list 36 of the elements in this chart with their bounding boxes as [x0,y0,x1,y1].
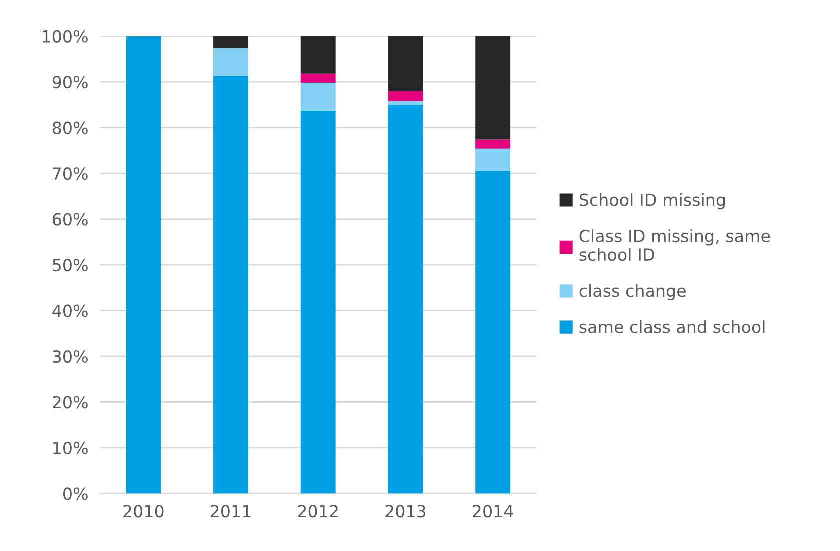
bar [388,104,424,494]
legend-label: School ID missing [580,193,725,210]
bar [300,74,336,84]
bar [300,36,336,74]
legend-label: same class and school [580,320,765,334]
x-tick-label: 2010 [124,505,164,518]
bar [476,148,511,171]
bar [214,76,248,494]
y-tick-label: 60% [52,213,88,226]
x-tick-label: 2011 [211,505,251,518]
bar [476,170,511,494]
bar [300,110,336,494]
x-tick-label: 2012 [298,505,338,518]
y-tick-label: 70% [53,168,88,180]
bar [300,83,336,111]
x-tick-label: 2013 [386,505,426,518]
y-tick-label: 50% [53,258,88,272]
bar [388,101,424,105]
legend-label: class change [580,284,686,300]
y-tick-label: 100% [43,30,88,43]
bar [214,48,248,76]
y-tick-label: 0% [64,488,88,500]
bar [388,91,424,102]
y-tick-label: 20% [53,396,88,409]
x-tick-label: 2014 [473,505,514,518]
y-tick-label: 90% [52,76,88,89]
bar [214,36,248,48]
bar [126,36,162,494]
legend-label: Class ID missing, same school ID [580,230,770,262]
y-tick-label: 40% [52,304,88,318]
bar [388,36,424,92]
y-tick-label: 10% [54,442,88,455]
y-tick-label: 80% [52,122,88,134]
bar [476,140,511,149]
y-tick-label: 30% [53,350,88,364]
bar [476,36,511,140]
